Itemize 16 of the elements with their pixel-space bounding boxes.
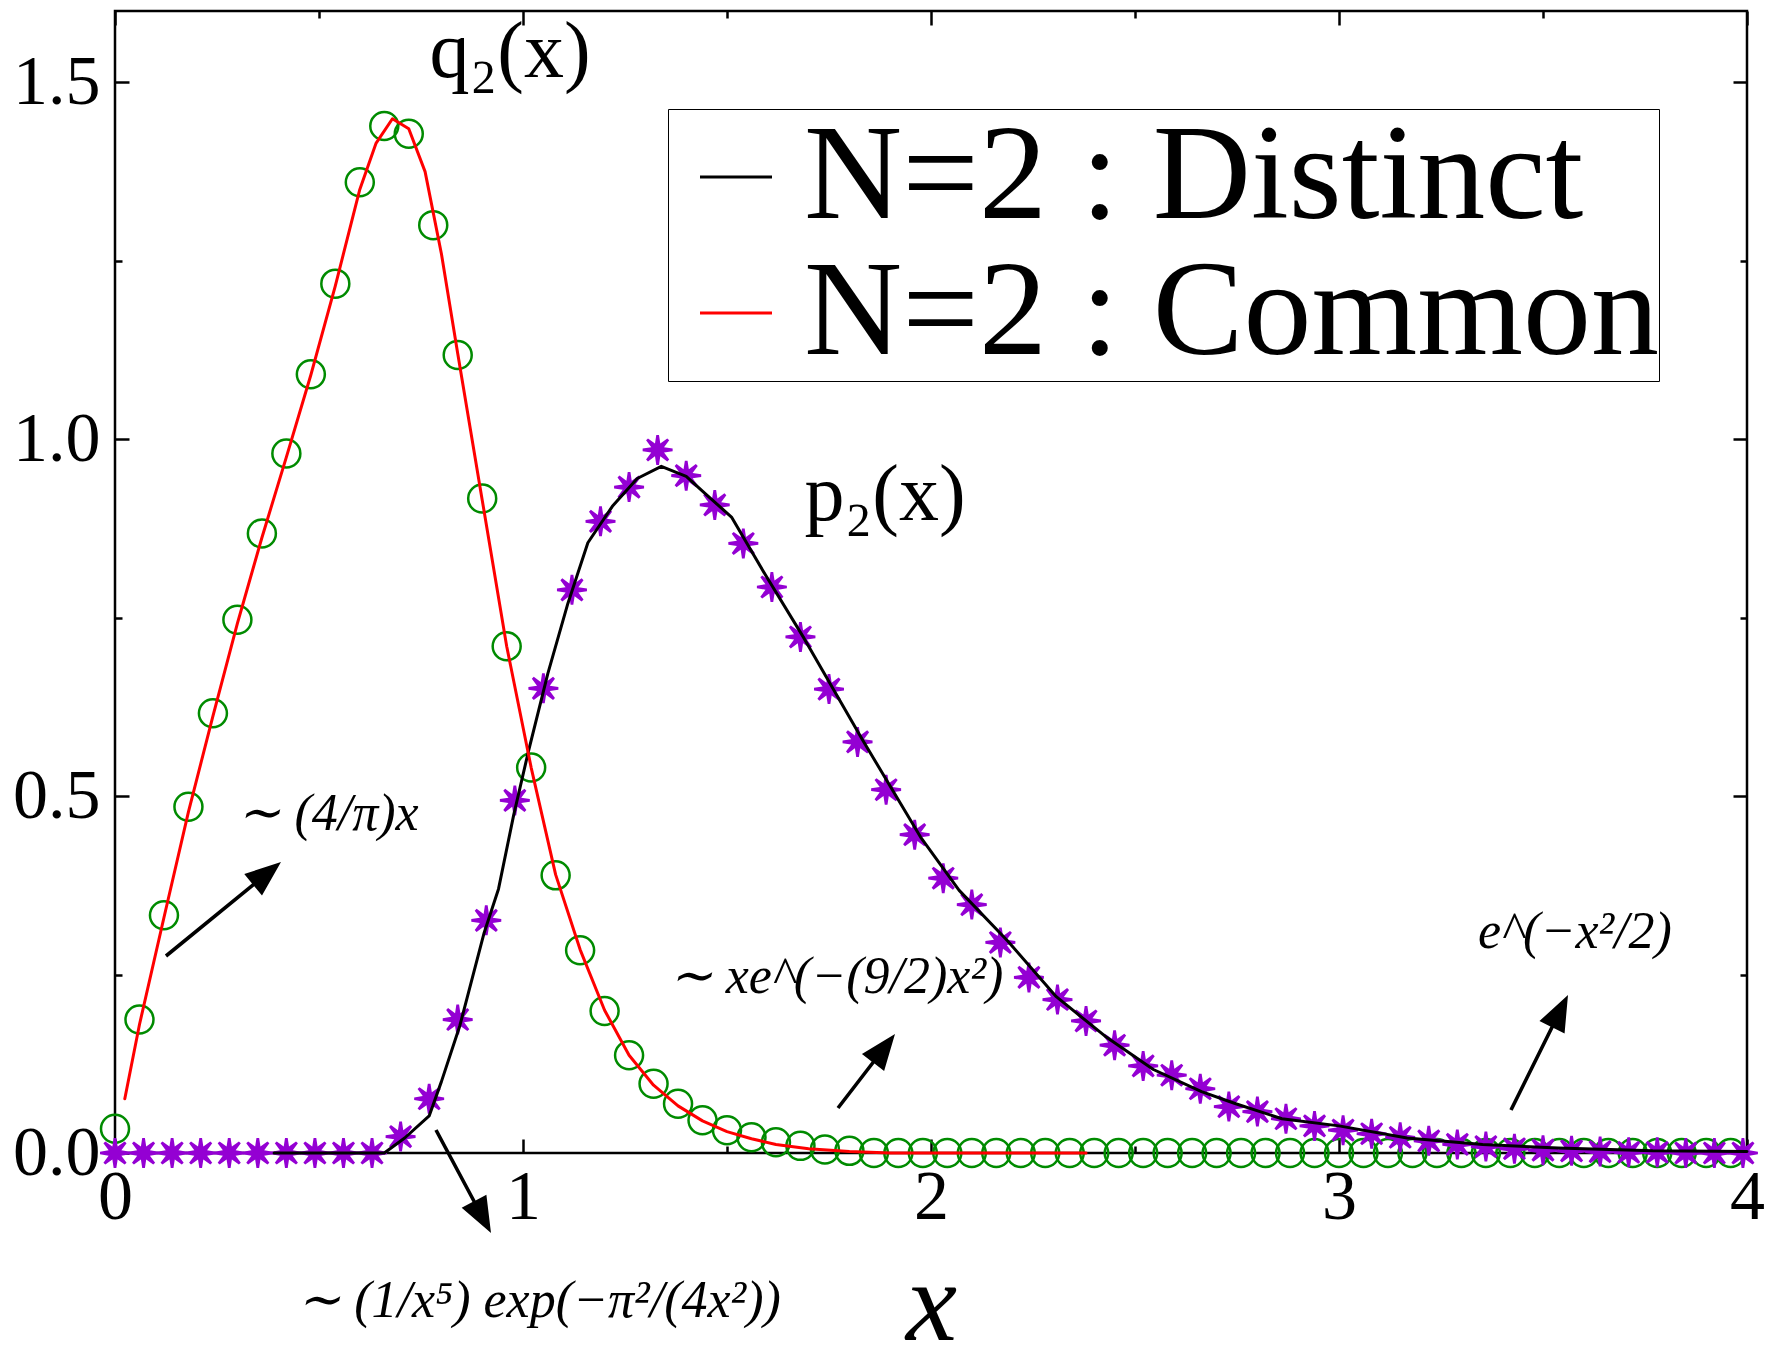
x-tick-label: 1 [506,1156,541,1234]
y-tick-label: 0.0 [13,1112,101,1190]
y-tick-label: 1.5 [13,41,101,119]
annotation: ∼ (4/π)x [237,784,419,842]
y-tick-label: 1.0 [13,398,101,476]
annotation: p₂(x) [804,449,966,538]
x-tick-label: 2 [914,1156,949,1234]
y-tick-label: 0.5 [13,755,101,833]
x-tick-label: 0 [98,1156,133,1234]
annotation: e^(−x²/2) [1478,902,1672,960]
x-tick-label: 3 [1322,1156,1357,1234]
x-axis-title: x [903,1237,958,1365]
annotation: ∼ xe^(−(9/2)x²) [668,947,1004,1005]
annotation: q₂(x) [429,6,591,95]
x-tick-label: 4 [1730,1156,1765,1234]
text: ∼ (1/x⁵) exp(−π²/(4x²)) [297,1271,781,1329]
